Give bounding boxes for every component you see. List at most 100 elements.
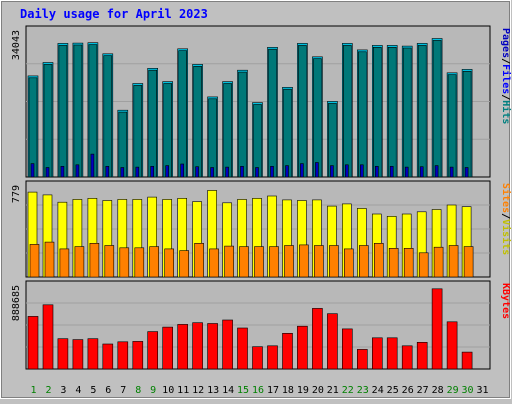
x-tick-day-19: 19 <box>297 385 309 396</box>
bar-pages-day-19 <box>300 163 304 178</box>
bar-sites-day-4 <box>74 246 85 278</box>
bar-kbytes-day-7 <box>117 341 129 370</box>
bar-files-day-22 <box>342 45 352 178</box>
bar-files-day-13 <box>208 98 217 178</box>
x-tick-day-27: 27 <box>417 385 429 396</box>
bar-pages-day-12 <box>195 166 199 178</box>
bar-kbytes-day-28 <box>431 288 443 370</box>
bar-sites-day-26 <box>403 248 414 278</box>
bar-kbytes-day-25 <box>386 337 398 370</box>
bar-sites-day-5 <box>89 243 100 278</box>
bar-sites-day-16 <box>254 246 264 278</box>
bar-sites-day-24 <box>373 243 384 278</box>
x-tick-day-16: 16 <box>252 385 264 396</box>
bar-sites-day-25 <box>388 248 399 278</box>
bar-files-day-19 <box>298 45 307 178</box>
bar-pages-day-8 <box>135 166 140 178</box>
bar-kbytes-day-27 <box>416 341 428 370</box>
bar-sites-day-3 <box>59 248 70 278</box>
bar-sites-day-29 <box>448 245 459 278</box>
bar-pages-day-26 <box>404 166 409 178</box>
bar-sites-day-23 <box>358 245 369 278</box>
bar-kbytes-day-11 <box>177 324 188 370</box>
legend-item: Hits <box>500 100 512 124</box>
bar-sites-day-7 <box>119 247 130 278</box>
bar-kbytes-day-13 <box>207 323 218 370</box>
bar-pages-day-21 <box>330 165 334 178</box>
bar-sites-day-19 <box>299 244 309 278</box>
bar-sites-day-15 <box>239 246 249 278</box>
bar-files-day-30 <box>462 71 472 178</box>
bar-kbytes-day-12 <box>192 322 203 370</box>
bar-sites-day-13 <box>209 248 219 278</box>
x-tick-day-12: 12 <box>192 385 204 396</box>
panel-kbytes-legend: KBytes <box>500 283 511 319</box>
bar-files-day-3 <box>58 45 68 178</box>
x-tick-day-14: 14 <box>222 385 234 396</box>
x-tick-day-6: 6 <box>105 385 111 396</box>
x-tick-day-28: 28 <box>432 385 444 396</box>
bar-pages-day-13 <box>210 167 214 178</box>
bar-files-day-23 <box>357 51 367 178</box>
x-tick-day-31: 31 <box>476 385 488 396</box>
bar-files-day-14 <box>223 83 232 178</box>
x-tick-day-30: 30 <box>461 385 473 396</box>
bar-pages-day-3 <box>60 166 65 178</box>
bar-pages-day-11 <box>180 163 184 178</box>
bar-pages-day-27 <box>419 166 424 178</box>
bar-files-day-29 <box>447 74 457 178</box>
x-tick-day-5: 5 <box>90 385 96 396</box>
bar-sites-day-6 <box>104 245 115 278</box>
x-tick-day-23: 23 <box>357 385 369 396</box>
x-tick-day-4: 4 <box>75 385 81 396</box>
legend-item: Files <box>500 64 512 94</box>
bar-kbytes-day-16 <box>252 346 263 370</box>
bar-pages-day-9 <box>150 166 154 178</box>
bar-sites-day-1 <box>29 244 40 278</box>
panel-visits-sites-ytick: 779 <box>11 185 22 203</box>
bar-pages-day-24 <box>374 166 379 178</box>
bar-kbytes-day-29 <box>446 321 458 370</box>
bar-kbytes-day-23 <box>356 349 368 370</box>
bar-files-day-18 <box>283 88 292 178</box>
bar-kbytes-day-1 <box>27 316 39 370</box>
bar-sites-day-27 <box>418 252 429 278</box>
bar-pages-day-20 <box>315 162 319 178</box>
bar-kbytes-day-4 <box>72 339 84 370</box>
panel-hits-files-pages-ytick: 34043 <box>11 30 22 60</box>
x-tick-day-25: 25 <box>387 385 399 396</box>
bar-pages-day-4 <box>75 164 80 178</box>
bar-sites-day-18 <box>284 245 294 278</box>
bar-files-day-1 <box>28 77 38 178</box>
bar-files-day-16 <box>253 104 262 178</box>
x-tick-day-24: 24 <box>372 385 384 396</box>
bar-kbytes-day-30 <box>461 351 473 370</box>
x-tick-day-15: 15 <box>237 385 249 396</box>
legend-item: Visits <box>500 219 512 255</box>
x-tick-day-13: 13 <box>207 385 219 396</box>
bar-files-day-8 <box>133 85 143 178</box>
bar-kbytes-day-22 <box>341 328 353 370</box>
legend-item: / <box>500 94 511 100</box>
x-tick-day-9: 9 <box>150 385 156 396</box>
bar-kbytes-day-26 <box>401 345 413 370</box>
x-tick-day-22: 22 <box>342 385 354 396</box>
panel-hits-files-pages-legend: Pages/Files/Hits <box>500 28 512 124</box>
bar-files-day-10 <box>163 83 172 178</box>
bar-kbytes-day-10 <box>162 326 173 370</box>
bar-sites-day-8 <box>134 247 145 278</box>
legend-item: Pages <box>500 28 511 58</box>
x-tick-day-26: 26 <box>402 385 414 396</box>
bar-files-day-4 <box>73 44 83 178</box>
bar-files-day-11 <box>178 50 187 178</box>
bar-pages-day-14 <box>225 166 229 178</box>
bar-sites-day-9 <box>149 246 159 278</box>
bar-pages-day-15 <box>240 166 244 178</box>
legend-item: / <box>500 213 511 219</box>
bar-sites-day-22 <box>343 248 354 278</box>
bar-pages-day-17 <box>270 166 274 178</box>
x-tick-day-8: 8 <box>135 385 141 396</box>
chart-title: Daily usage for April 2023 <box>20 7 208 21</box>
bar-files-day-6 <box>103 55 113 178</box>
